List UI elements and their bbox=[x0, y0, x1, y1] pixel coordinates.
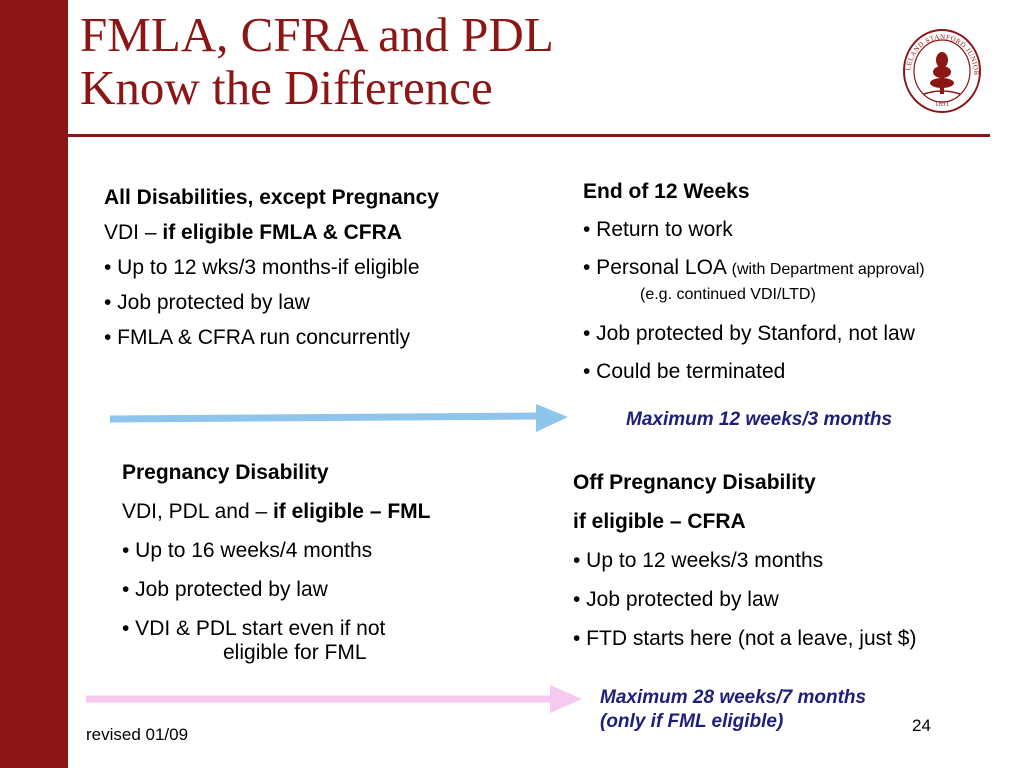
max-28-weeks-line-1: Maximum 28 weeks/7 months bbox=[600, 687, 867, 708]
end-of-12-weeks-heading: End of 12 Weeks bbox=[583, 180, 750, 203]
max-28-weeks-line-2: (only if FML eligible) bbox=[600, 711, 784, 732]
list-item: • FTD starts here (not a leave, just $) bbox=[573, 627, 917, 650]
title-line-1: FMLA, CFRA and PDL bbox=[80, 7, 554, 62]
all-disabilities-section: All Disabilities, except Pregnancy VDI –… bbox=[104, 186, 439, 350]
seal-year: 1891 bbox=[935, 100, 950, 108]
list-item: • Job protected by law bbox=[122, 578, 328, 601]
list-item: • Up to 16 weeks/4 months bbox=[122, 539, 373, 562]
off-pregnancy-disability-section: Off Pregnancy Disability if eligible – C… bbox=[573, 471, 916, 651]
list-item-continued: eligible for FML bbox=[223, 641, 367, 664]
list-item: • Job protected by law bbox=[104, 291, 310, 314]
vdi-prefix: VDI – bbox=[104, 221, 163, 244]
all-disabilities-heading: All Disabilities, except Pregnancy bbox=[104, 186, 439, 209]
personal-loa-continued: (e.g. continued VDI/LTD) bbox=[640, 286, 816, 303]
page-title: FMLA, CFRA and PDL Know the Difference bbox=[80, 8, 554, 114]
left-accent-bar bbox=[0, 0, 68, 768]
list-item: • Job protected by Stanford, not law bbox=[583, 322, 915, 345]
off-pregnancy-heading: Off Pregnancy Disability bbox=[573, 471, 816, 494]
personal-loa-line: • Personal LOA (with Department approval… bbox=[583, 256, 925, 282]
title-divider bbox=[68, 134, 990, 137]
pregnancy-disability-section: Pregnancy Disability VDI, PDL and – if e… bbox=[122, 461, 430, 665]
list-item: • Up to 12 weeks/3 months bbox=[573, 549, 824, 572]
personal-loa-note: (with Department approval) bbox=[731, 261, 925, 278]
stanford-seal-icon: LELAND STANFORD JUNIOR UNIVERSITY 1891 bbox=[902, 28, 981, 113]
personal-loa-label: • Personal LOA bbox=[583, 256, 732, 279]
page-number: 24 bbox=[912, 716, 931, 735]
vdi-line: VDI – if eligible FMLA & CFRA bbox=[104, 221, 439, 245]
revised-date: revised 01/09 bbox=[86, 725, 189, 744]
title-line-2: Know the Difference bbox=[80, 60, 493, 115]
vdi-pdl-prefix: VDI, PDL and – bbox=[122, 500, 273, 523]
end-of-12-weeks-section: End of 12 Weeks • Return to work • Perso… bbox=[583, 180, 925, 384]
arrow-right-icon bbox=[109, 404, 568, 432]
vdi-pdl-eligibility: if eligible – FML bbox=[272, 500, 431, 523]
list-item: • Could be terminated bbox=[583, 360, 786, 383]
vdi-eligibility: if eligible FMLA & CFRA bbox=[162, 221, 402, 244]
off-pregnancy-subheading: if eligible – CFRA bbox=[573, 510, 746, 533]
vdi-pdl-line: VDI, PDL and – if eligible – FML bbox=[122, 500, 430, 524]
list-item: • Up to 12 wks/3 months-if eligible bbox=[104, 256, 420, 279]
pregnancy-disability-heading: Pregnancy Disability bbox=[122, 461, 329, 484]
max-12-weeks-note: Maximum 12 weeks/3 months bbox=[626, 409, 893, 430]
list-item: • Return to work bbox=[583, 218, 733, 241]
list-item: • Job protected by law bbox=[573, 588, 779, 611]
arrow-right-icon bbox=[86, 685, 582, 713]
max-28-weeks-note: Maximum 28 weeks/7 months (only if FML e… bbox=[600, 686, 866, 734]
list-item: • FMLA & CFRA run concurrently bbox=[104, 326, 411, 349]
list-item: • VDI & PDL start even if not bbox=[122, 617, 386, 640]
